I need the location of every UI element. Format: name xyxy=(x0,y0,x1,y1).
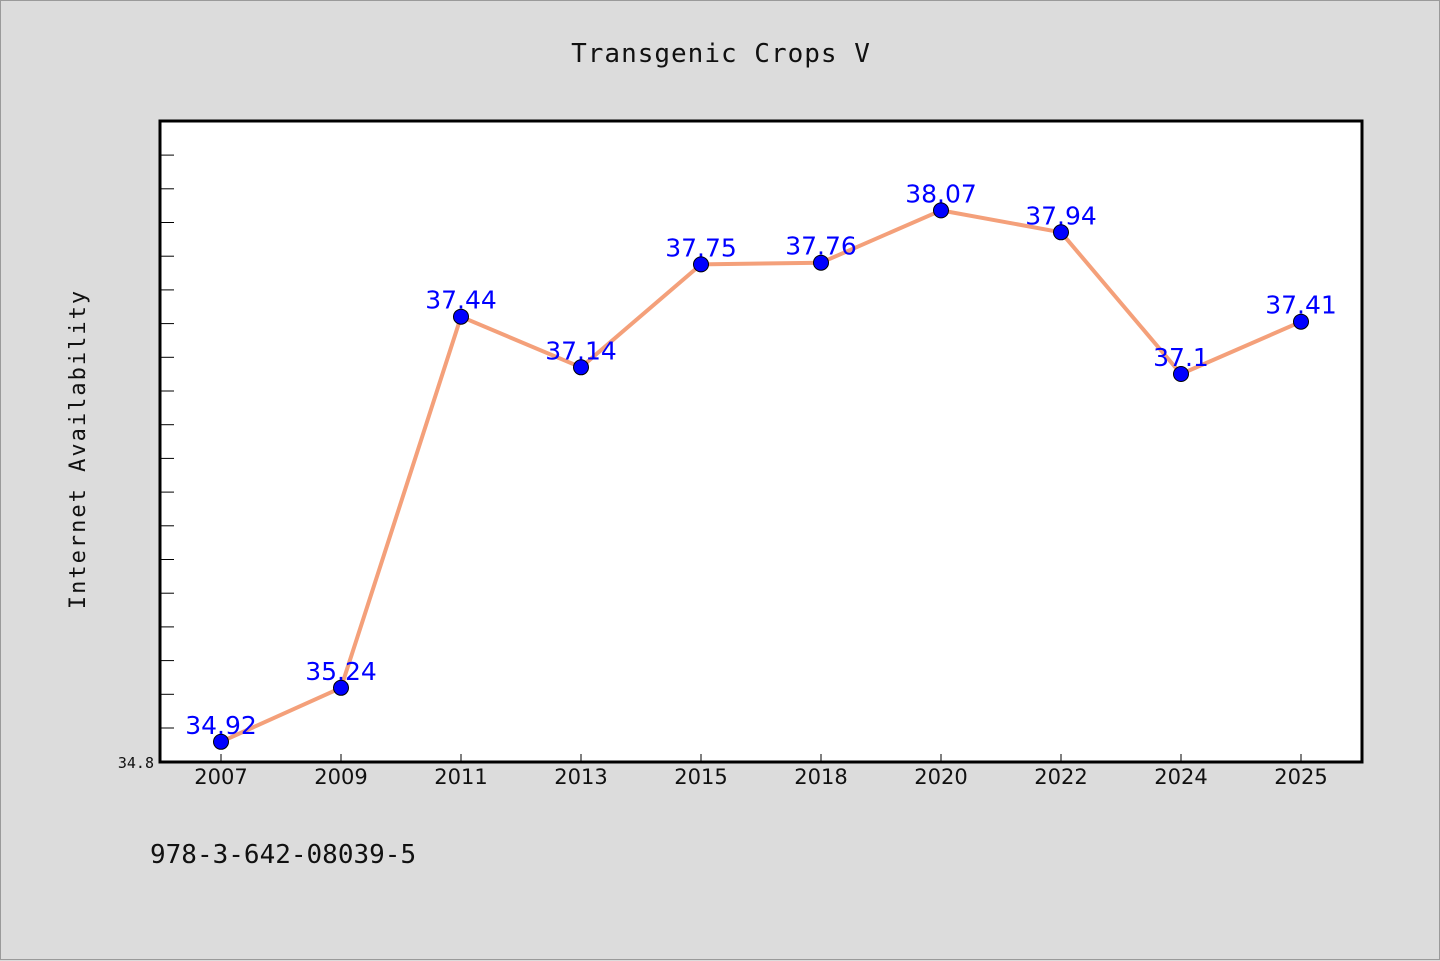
data-label: 34.92 xyxy=(185,711,257,740)
x-tick-label: 2011 xyxy=(434,765,487,789)
data-point-marker xyxy=(693,256,709,273)
data-point-marker xyxy=(1173,366,1189,382)
x-tick-label: 2013 xyxy=(554,765,607,789)
data-point-marker xyxy=(453,308,469,325)
data-point-marker xyxy=(333,679,349,696)
x-axis-ticks: 2007 2009 2011 2013 2015 2018 2020 2022 2024 2025 xyxy=(194,754,1328,789)
series-line xyxy=(220,208,1302,744)
data-label: 37.14 xyxy=(545,336,617,365)
data-point-marker xyxy=(1053,224,1069,241)
data-point-marker xyxy=(813,254,829,271)
x-tick-label: 2007 xyxy=(194,765,247,789)
isbn-footer: 978-3-642-08039-5 xyxy=(150,840,416,870)
data-label: 37.44 xyxy=(425,286,497,315)
plot-area xyxy=(158,119,1364,764)
data-label: 37.94 xyxy=(1025,201,1097,230)
y-axis-label: Internet Availability xyxy=(66,289,91,609)
y-axis-ticks xyxy=(160,154,174,729)
x-tick-label: 2025 xyxy=(1274,765,1327,789)
data-point-marker xyxy=(213,733,229,750)
data-label: 37.41 xyxy=(1265,291,1337,320)
data-point-marker xyxy=(933,202,949,219)
x-tick-label: 2009 xyxy=(314,765,367,789)
x-tick-label: 2015 xyxy=(674,765,727,789)
data-label: 37.75 xyxy=(665,233,737,262)
data-label: 37.1 xyxy=(1153,343,1209,372)
x-tick-label: 2022 xyxy=(1034,765,1087,789)
x-tick-label: 2018 xyxy=(794,765,847,789)
data-point-marker xyxy=(573,359,589,376)
chart-title: Transgenic Crops V xyxy=(571,39,871,69)
data-label: 37.76 xyxy=(785,232,857,261)
y-tick-label: 34.8 xyxy=(118,754,154,772)
data-label: 35.24 xyxy=(305,657,377,686)
x-tick-label: 2020 xyxy=(914,765,967,789)
x-tick-label: 2024 xyxy=(1154,765,1207,789)
data-point-marker xyxy=(1293,313,1309,330)
series-line-group: 34.92 35.24 37.44 37.14 37.75 37.76 38.07 37.94… xyxy=(185,179,1337,750)
data-label: 38.07 xyxy=(905,179,977,208)
